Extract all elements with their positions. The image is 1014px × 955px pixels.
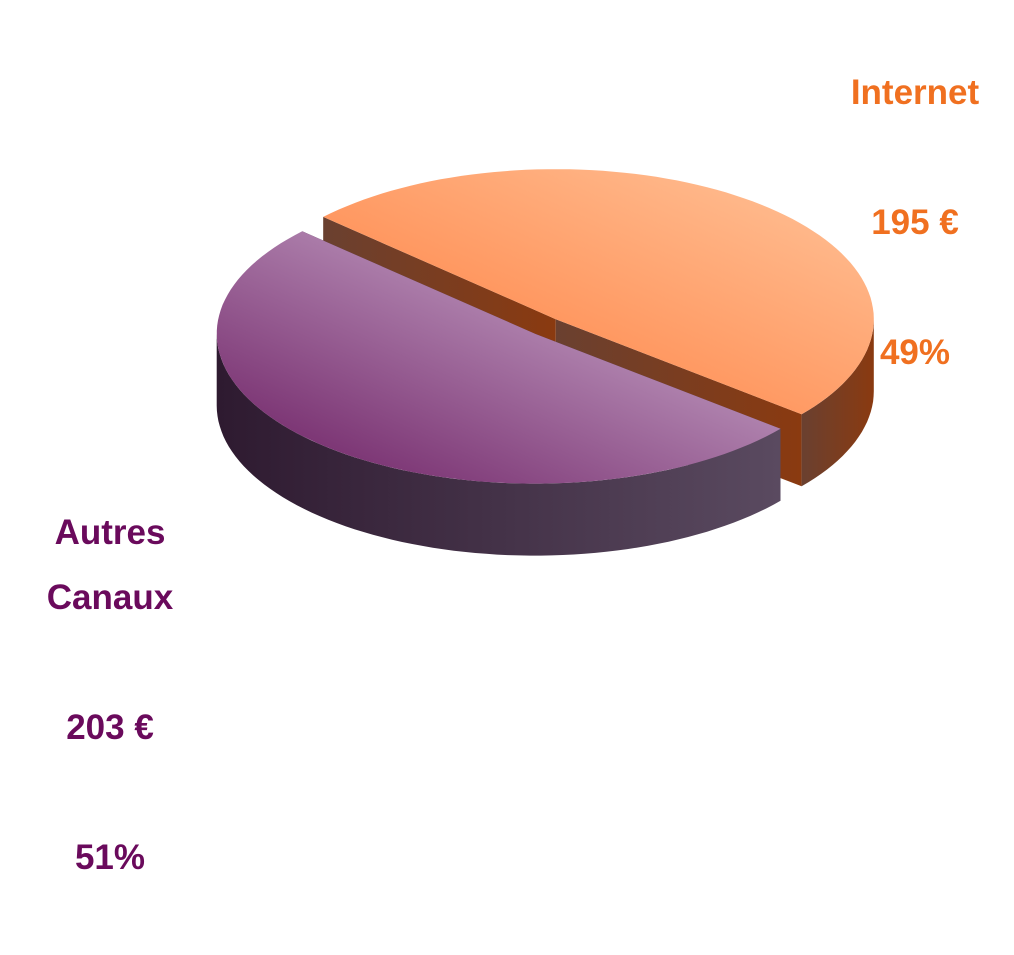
value-label: 195 € [871,203,959,242]
slice-wall [801,319,874,487]
percent-label: 51% [74,838,146,877]
slice-wall [216,333,781,556]
value-label: 203 € [66,708,154,747]
pie-canvas [216,169,874,556]
percent-label: 49% [879,333,951,372]
category-label: Autres Canaux [46,513,174,617]
slice-top [216,231,781,484]
slice-label: Internet 195 € 49% [820,0,1010,450]
category-label: Internet [850,73,980,112]
chart: Internet 195 € 49% Autres Canaux 203 € 5… [47,0,1010,877]
slice-top [323,169,874,415]
slice-label: Autres Canaux 203 € 51% [10,435,210,955]
